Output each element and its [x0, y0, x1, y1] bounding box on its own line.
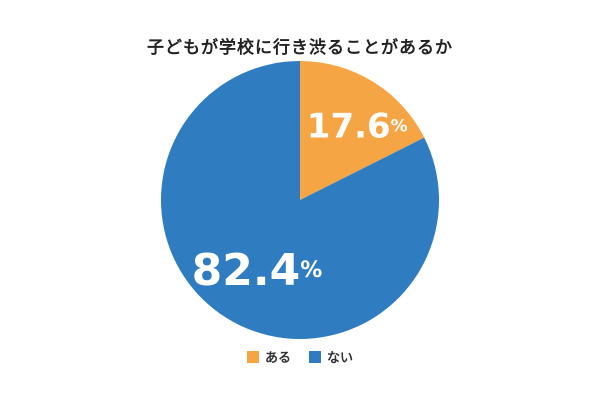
slice-value-nai: 82.4: [192, 244, 301, 295]
legend-item-aru: ある: [246, 347, 291, 366]
legend-swatch-aru: [246, 350, 259, 363]
chart-title: 子どもが学校に行き渋ることがあるか: [147, 38, 453, 58]
slice-value-aru: 17.6: [307, 107, 391, 147]
legend-swatch-nai: [309, 350, 321, 363]
slice-label-aru: 17.6%: [307, 107, 408, 147]
legend-label-nai: ない: [327, 351, 354, 366]
slice-unit-nai: %: [300, 257, 322, 282]
slice-unit-aru: %: [391, 117, 408, 137]
slice-label-nai: 82.4%: [192, 244, 323, 295]
legend-item-nai: ない: [309, 347, 353, 366]
legend-label-aru: ある: [264, 351, 291, 366]
pie-slice-aru: [300, 61, 425, 200]
legend: ある ない: [0, 347, 600, 366]
pie-slice-nai: [161, 61, 440, 339]
